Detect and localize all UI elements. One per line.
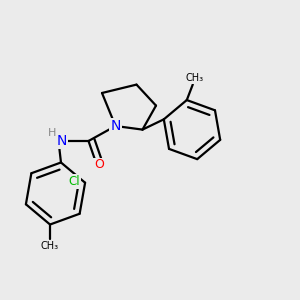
Text: Cl: Cl [69,175,80,188]
Text: CH₃: CH₃ [41,241,59,250]
Text: O: O [94,158,104,172]
Text: N: N [57,134,67,148]
Text: CH₃: CH₃ [185,74,203,83]
Text: H: H [48,128,56,139]
Text: N: N [110,119,121,133]
